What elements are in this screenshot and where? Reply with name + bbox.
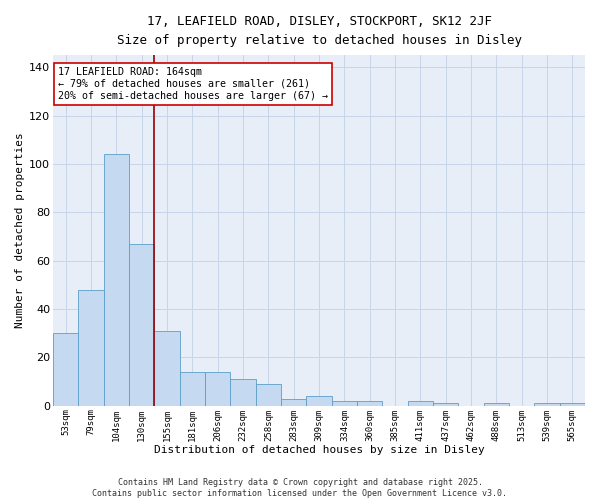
Bar	[180, 372, 205, 406]
Text: 17 LEAFIELD ROAD: 164sqm
← 79% of detached houses are smaller (261)
20% of semi-: 17 LEAFIELD ROAD: 164sqm ← 79% of detach…	[58, 68, 328, 100]
Bar	[307, 396, 332, 406]
Bar	[357, 401, 382, 406]
Bar	[79, 290, 104, 406]
Bar	[205, 372, 230, 406]
Text: Contains HM Land Registry data © Crown copyright and database right 2025.
Contai: Contains HM Land Registry data © Crown c…	[92, 478, 508, 498]
Bar	[433, 404, 458, 406]
Bar	[535, 404, 560, 406]
Bar	[129, 244, 154, 406]
Bar	[281, 398, 307, 406]
Bar	[256, 384, 281, 406]
Bar	[332, 401, 357, 406]
Bar	[407, 401, 433, 406]
Bar	[230, 379, 256, 406]
Bar	[560, 404, 585, 406]
Bar	[154, 331, 180, 406]
X-axis label: Distribution of detached houses by size in Disley: Distribution of detached houses by size …	[154, 445, 484, 455]
Bar	[104, 154, 129, 406]
Bar	[484, 404, 509, 406]
Y-axis label: Number of detached properties: Number of detached properties	[15, 132, 25, 328]
Bar	[53, 333, 79, 406]
Title: 17, LEAFIELD ROAD, DISLEY, STOCKPORT, SK12 2JF
Size of property relative to deta: 17, LEAFIELD ROAD, DISLEY, STOCKPORT, SK…	[116, 15, 521, 47]
